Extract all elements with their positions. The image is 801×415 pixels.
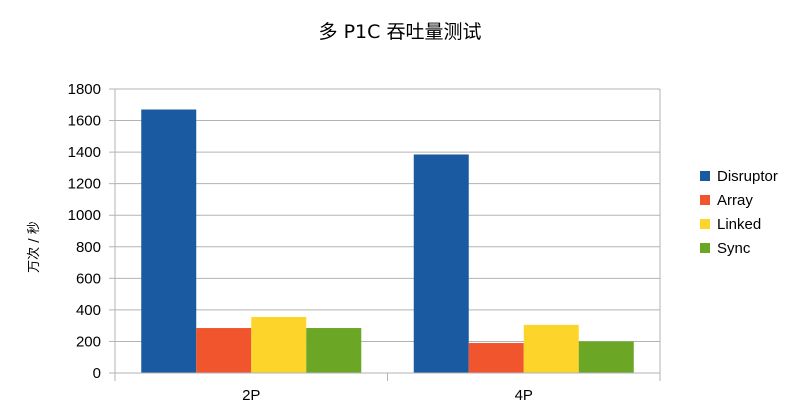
bar-linked-2p <box>251 316 307 373</box>
y-tick-label: 1000 <box>68 207 101 224</box>
chart-title: 多 P1C 吞吐量测试 <box>319 21 482 43</box>
y-tick-label: 1800 <box>68 81 101 98</box>
bar-linked-4p <box>523 324 579 373</box>
y-tick-label: 1400 <box>68 144 101 161</box>
legend-label-linked: Linked <box>717 216 761 233</box>
axes <box>109 88 661 381</box>
y-tick-labels: 0 200 400 600 800 1000 1200 1400 1600 1800 <box>68 81 101 382</box>
legend-label-array: Array <box>717 192 753 209</box>
legend-swatch-disruptor <box>700 171 710 181</box>
bar-disruptor-2p <box>141 109 197 373</box>
legend-label-sync: Sync <box>717 240 751 257</box>
bar-sync-4p <box>578 341 634 373</box>
y-tick-label: 0 <box>93 365 101 382</box>
legend: Disruptor Array Linked Sync <box>700 168 778 257</box>
y-tick-label: 1600 <box>68 113 101 130</box>
legend-swatch-array <box>700 195 710 205</box>
legend-label-disruptor: Disruptor <box>717 168 778 185</box>
x-tick-label: 4P <box>515 387 533 404</box>
bar-disruptor-4p <box>413 154 469 373</box>
y-tick-label: 600 <box>76 270 101 287</box>
y-tick-label: 800 <box>76 239 101 256</box>
legend-swatch-sync <box>700 243 710 253</box>
x-tick-labels: 2P 4P <box>242 387 533 404</box>
y-tick-label: 1200 <box>68 176 101 193</box>
y-tick-label: 400 <box>76 302 101 319</box>
y-axis-label: 万次 / 秒 <box>26 221 42 273</box>
x-tick-label: 2P <box>242 387 260 404</box>
bar-sync-2p <box>306 328 362 373</box>
y-tick-label: 200 <box>76 333 101 350</box>
legend-swatch-linked <box>700 219 710 229</box>
bar-array-4p <box>468 343 524 373</box>
bars <box>141 109 634 373</box>
bar-array-2p <box>196 328 252 373</box>
